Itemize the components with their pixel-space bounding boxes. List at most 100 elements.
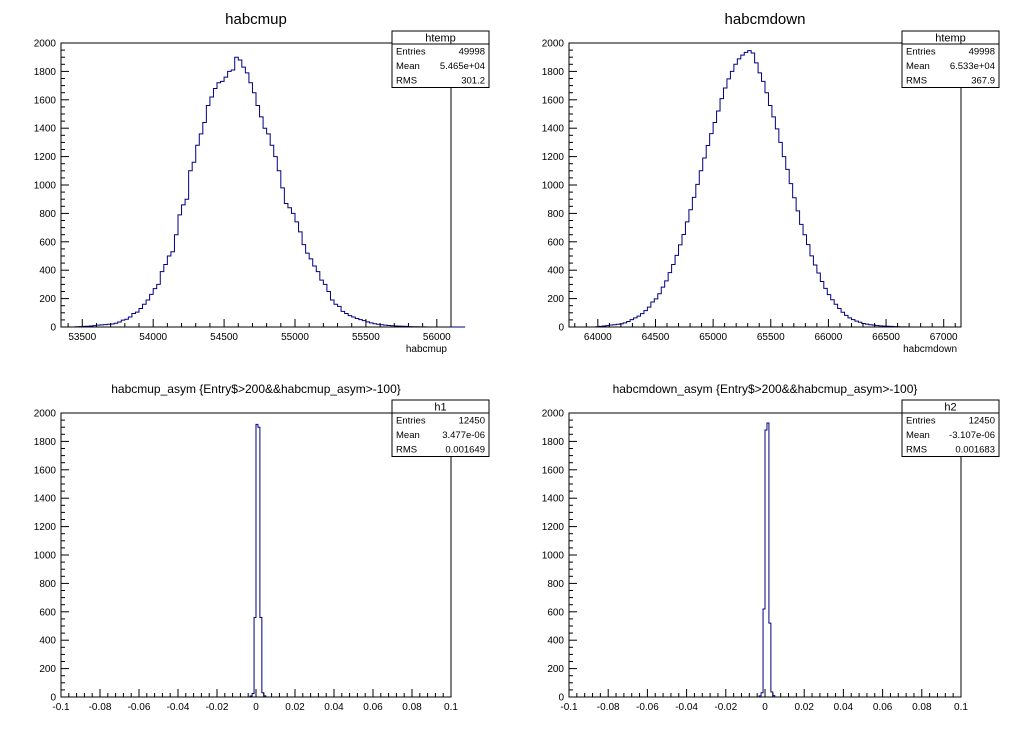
stats-label: RMS [396, 445, 417, 456]
histogram-series [751, 422, 779, 698]
y-tick-label: 800 [547, 579, 564, 590]
histogram-panel-4: habcmdown_asym {Entry$>200&&habcmup_asym… [542, 382, 1000, 713]
y-tick-label: 1200 [34, 522, 57, 533]
stats-label: RMS [906, 76, 927, 87]
x-tick-label: -0.1 [52, 702, 70, 713]
x-tick-label: 0.06 [363, 702, 383, 713]
x-tick-label: 64000 [584, 332, 612, 343]
histogram-series [68, 56, 466, 328]
y-tick-label: 2000 [34, 409, 57, 420]
stats-label: Mean [906, 61, 930, 72]
x-tick-label: 0.08 [912, 702, 932, 713]
y-tick-label: 2000 [542, 39, 565, 50]
stats-value: 12450 [459, 416, 485, 427]
x-tick-label: -0.04 [675, 702, 698, 713]
y-tick-label: 2000 [542, 409, 565, 420]
y-tick-label: 1000 [542, 551, 565, 562]
y-tick-label: 400 [547, 266, 564, 277]
y-tick-label: 600 [547, 237, 564, 248]
y-tick-label: 200 [39, 664, 56, 675]
x-tick-label: 0.02 [285, 702, 305, 713]
stats-value: 367.9 [971, 76, 995, 87]
stats-box-frame [391, 30, 490, 88]
x-tick-label: 0 [253, 702, 259, 713]
y-tick-label: 1000 [34, 551, 57, 562]
stats-label: Entries [396, 47, 426, 58]
y-tick-label: 1200 [34, 152, 57, 163]
stats-title: h1 [434, 402, 446, 414]
y-tick-label: 1200 [542, 522, 565, 533]
y-tick-label: 600 [39, 607, 56, 618]
y-tick-label: 1400 [34, 124, 57, 135]
y-tick-label: 1400 [542, 124, 565, 135]
stats-box: htemp Entries 49998 Mean 6.533e+04 RMS 367.9 [901, 30, 1000, 88]
y-tick-label: 400 [547, 636, 564, 647]
x-tick-label: 0.08 [402, 702, 422, 713]
y-tick-label: 800 [39, 579, 56, 590]
y-tick-label: 600 [547, 607, 564, 618]
histogram-series [242, 423, 270, 698]
y-tick-label: 1600 [542, 95, 565, 106]
y-tick-label: 1600 [542, 465, 565, 476]
y-tick-label: 1800 [542, 437, 565, 448]
stats-box: htemp Entries 49998 Mean 5.465e+04 RMS 301.2 [391, 30, 490, 88]
stats-title: h2 [944, 402, 956, 414]
x-tick-label: 0.1 [954, 702, 968, 713]
x-tick-label: 56000 [423, 332, 451, 343]
stats-label: Entries [906, 416, 936, 427]
x-tick-label: -0.06 [636, 702, 659, 713]
y-tick-label: 1000 [542, 181, 565, 192]
y-tick-label: 2000 [34, 39, 57, 50]
stats-label: Entries [396, 416, 426, 427]
x-tick-label: 55500 [352, 332, 380, 343]
x-tick-label: 55000 [281, 332, 309, 343]
x-tick-label: 0.1 [444, 702, 458, 713]
histogram-panel-2: habcmdown 0 200 400 600 800 1000 1200 1400 1600 18… [542, 11, 1000, 355]
y-tick-label: 1200 [542, 152, 565, 163]
y-tick-label: 0 [50, 323, 56, 334]
stats-value: 3.477e-06 [442, 430, 485, 441]
y-tick-label: 400 [39, 636, 56, 647]
stats-box-frame [901, 399, 1000, 457]
stats-box-frame [391, 399, 490, 457]
y-tick-label: 200 [39, 294, 56, 305]
x-tick-label: 0 [762, 702, 768, 713]
stats-box: h2 Entries 12450 Mean -3.107e-06 RMS 0.001683 [901, 399, 1000, 457]
x-tick-label: -0.1 [560, 702, 578, 713]
x-tick-label: -0.08 [597, 702, 620, 713]
chart-title: habcmdown [725, 11, 806, 28]
histogram-panel-3: habcmup_asym {Entry$>200&&habcmup_asym>-… [34, 382, 490, 713]
stats-value: 5.465e+04 [440, 61, 485, 72]
x-axis-title: habcmup [406, 344, 448, 355]
stats-label: Mean [396, 430, 420, 441]
y-tick-label: 200 [547, 664, 564, 675]
stats-label: RMS [906, 445, 927, 456]
histogram-panel-1: habcmup 0 200 400 600 800 1000 1200 1400 1600 1800… [34, 11, 490, 355]
y-tick-label: 1000 [34, 181, 57, 192]
y-tick-label: 1800 [34, 67, 57, 78]
chart-title: habcmup_asym {Entry$>200&&habcmup_asym>-… [111, 382, 401, 396]
stats-value: 49998 [969, 47, 995, 58]
y-tick-label: 1600 [34, 95, 57, 106]
stats-label: Entries [906, 47, 936, 58]
histogram-series [592, 50, 949, 328]
stats-value: 6.533e+04 [950, 61, 995, 72]
y-tick-label: 200 [547, 294, 564, 305]
stats-title: htemp [425, 33, 456, 45]
x-tick-label: -0.02 [714, 702, 737, 713]
stats-value: -3.107e-06 [949, 430, 995, 441]
y-tick-label: 1800 [34, 437, 57, 448]
x-tick-label: 53500 [68, 332, 96, 343]
y-tick-label: 0 [558, 323, 564, 334]
x-tick-label: 66500 [872, 332, 900, 343]
y-tick-label: 800 [547, 209, 564, 220]
x-tick-label: -0.06 [128, 702, 151, 713]
stats-label: Mean [906, 430, 930, 441]
x-tick-label: 54500 [210, 332, 238, 343]
x-tick-label: 54000 [139, 332, 167, 343]
stats-value: 0.001683 [955, 445, 995, 456]
stats-value: 0.001649 [445, 445, 485, 456]
chart-title: habcmdown_asym {Entry$>200&&habcmup_asym… [613, 382, 918, 396]
y-tick-label: 600 [39, 237, 56, 248]
